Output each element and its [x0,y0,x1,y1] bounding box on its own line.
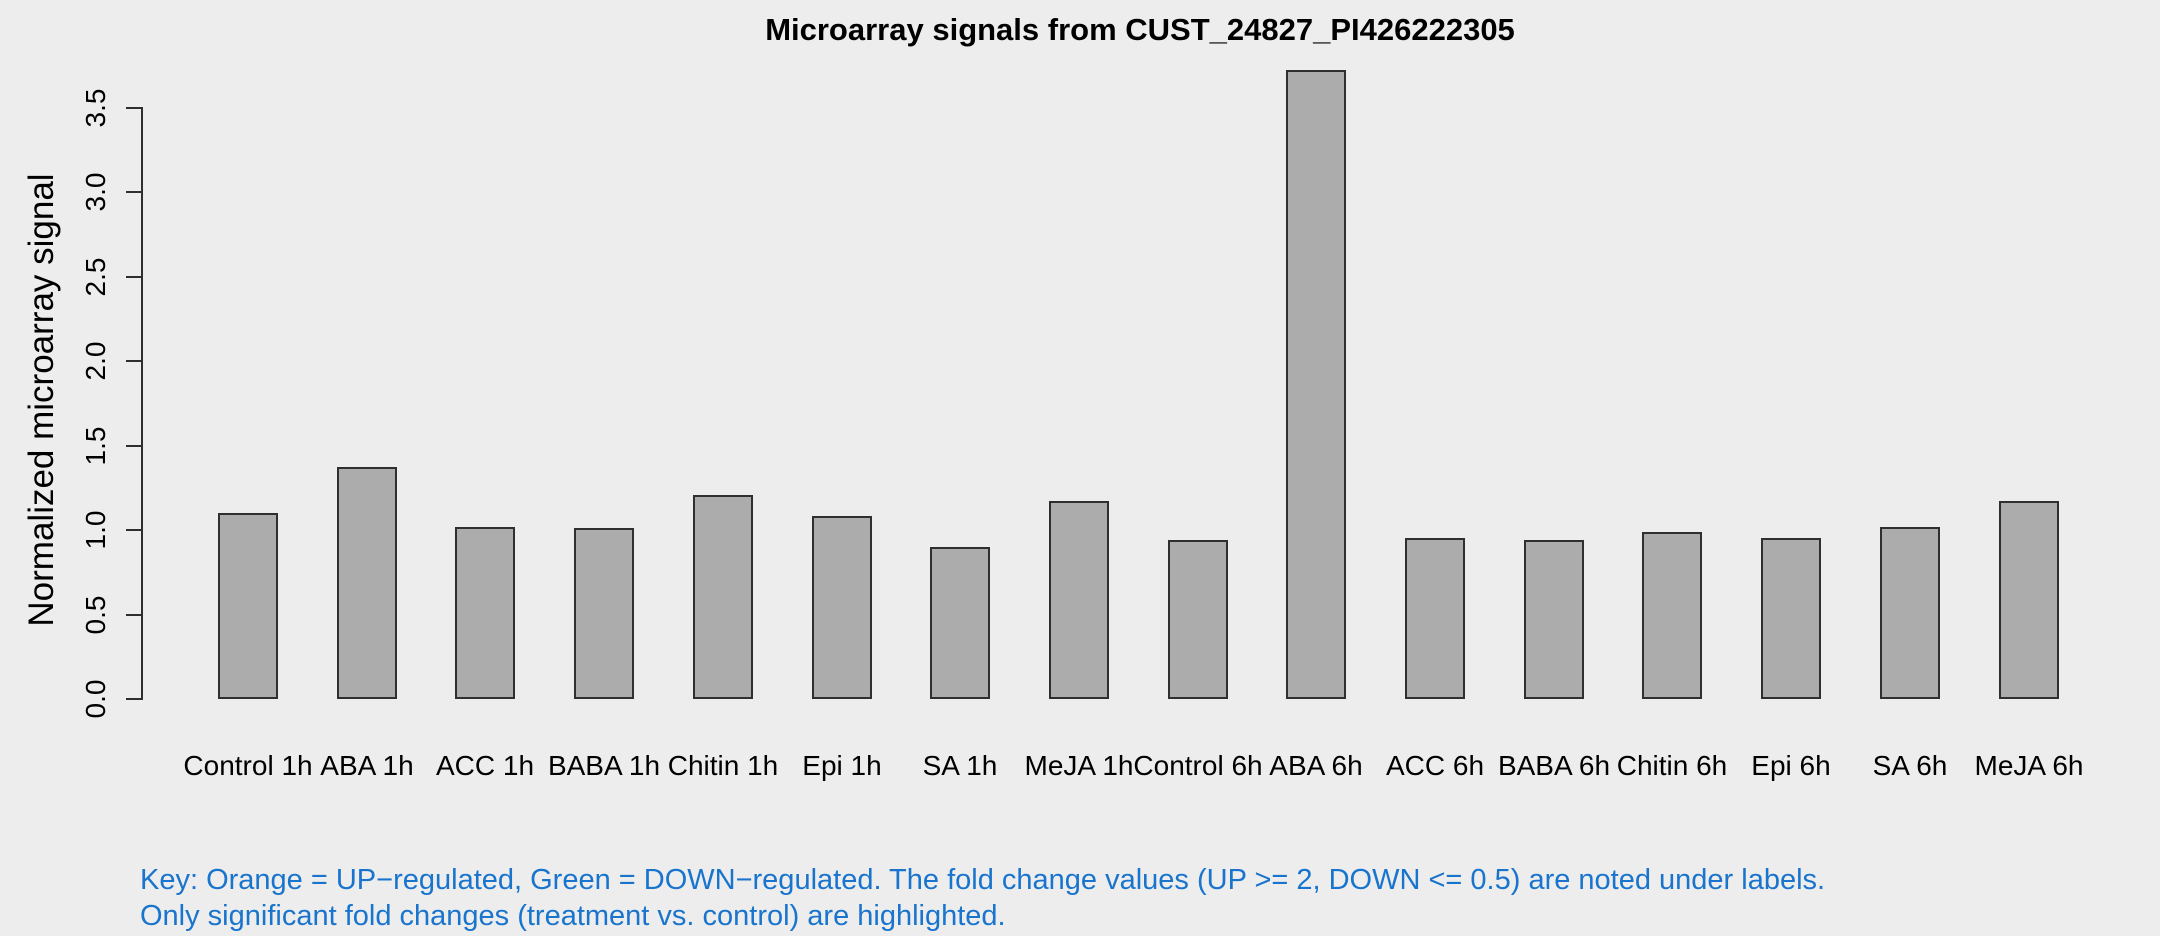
y-tick-label: 3.5 [80,88,111,127]
x-label-aba-6h: ABA 6h [1269,750,1363,781]
y-tick-label: 1.0 [80,510,111,550]
bar-control-6h [1168,540,1228,699]
bar-meja-6h [1999,501,2059,699]
y-tick-mark [126,360,142,362]
y-tick-mark [126,529,142,531]
y-tick-mark [126,191,142,193]
bar-control-1h [218,513,278,699]
y-tick-label: 0.0 [80,679,111,719]
key-line-2: Only significant fold changes (treatment… [140,900,1006,932]
bar-sa-6h [1880,526,1940,699]
bar-baba-6h [1524,540,1584,699]
x-label-aba-1h: ABA 1h [320,750,414,781]
x-label-baba-1h: BABA 1h [547,750,661,781]
y-tick-label: 3.0 [80,172,111,212]
bar-acc-1h [455,526,515,699]
y-axis-label: Normalized microarray signal [22,173,61,627]
y-tick-mark [126,444,142,447]
x-label-baba-6h: BABA 6h [1497,750,1611,781]
x-label-acc-1h: ACC 1h [435,750,535,781]
bar-epi-6h [1761,538,1821,699]
key-line-1: Key: Orange = UP−regulated, Green = DOWN… [140,864,1826,896]
y-tick-mark [126,106,142,109]
y-tick-label: 2.5 [80,257,111,296]
x-label-control-1h: Control 1h [183,750,313,781]
y-tick-mark [126,275,142,278]
x-label-control-6h: Control 6h [1133,750,1263,781]
bar-baba-1h [574,528,634,699]
y-tick-label: 0.5 [80,595,111,634]
y-tick-mark [126,613,142,616]
bar-chitin-1h [693,494,753,699]
x-label-epi-1h: Epi 1h [802,750,882,781]
bar-aba-6h [1286,70,1346,699]
key-text: Key: Orange = UP−regulated, Green = DOWN… [140,862,1825,934]
chart-title: Microarray signals from CUST_24827_PI426… [765,12,1515,47]
x-label-sa-1h: SA 1h [922,750,998,781]
x-label-epi-6h: Epi 6h [1751,750,1831,781]
y-tick-label: 2.0 [80,341,111,381]
bar-acc-6h [1405,538,1465,699]
bar-aba-1h [337,467,397,699]
x-label-meja-1h: MeJA 1h [1024,750,1134,781]
y-tick-mark [126,698,142,700]
x-label-sa-6h: SA 6h [1872,750,1948,781]
bar-sa-1h [930,546,990,699]
x-label-acc-6h: ACC 6h [1385,750,1485,781]
x-label-chitin-6h: Chitin 6h [1616,750,1728,781]
x-label-meja-6h: MeJA 6h [1974,750,2084,781]
y-axis-line [141,107,143,700]
bar-meja-1h [1049,501,1109,699]
y-tick-label: 1.5 [80,426,111,465]
bar-chitin-6h [1642,531,1702,699]
x-label-chitin-1h: Chitin 1h [667,750,779,781]
bar-epi-1h [812,516,872,699]
